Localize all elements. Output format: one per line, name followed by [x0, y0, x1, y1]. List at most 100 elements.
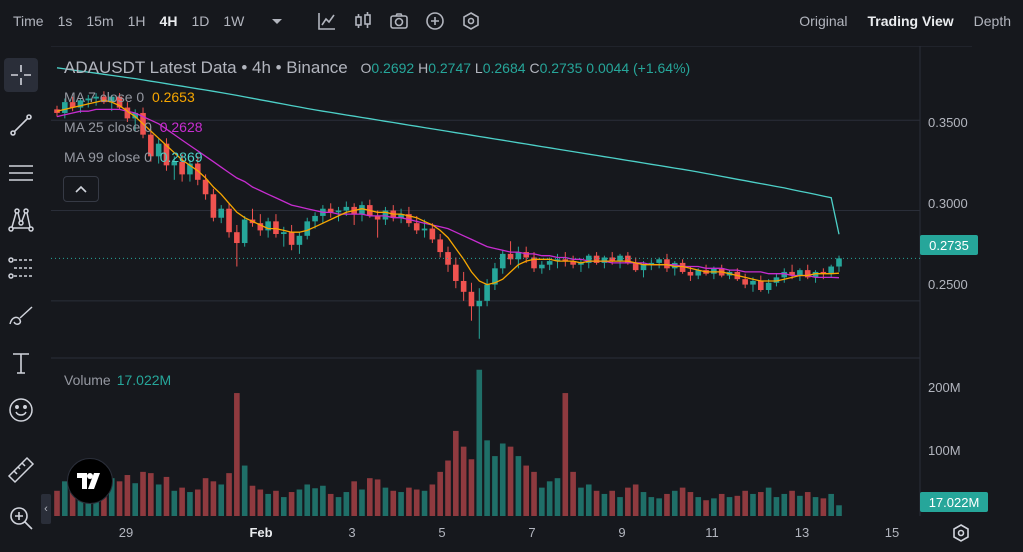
price-tick: 0.2500: [928, 277, 968, 292]
volume-bar: [327, 493, 334, 516]
timeframe-15m[interactable]: 15m: [86, 13, 114, 29]
candle-body: [359, 205, 365, 215]
fib-tool[interactable]: [4, 251, 38, 285]
candle-body: [312, 215, 318, 222]
candle-body: [468, 291, 475, 307]
volume-bar: [711, 498, 717, 516]
candle-body: [187, 163, 193, 175]
indicator-chart-icon[interactable]: [317, 11, 337, 31]
ma99-line: [56, 67, 840, 235]
volume-bar: [69, 492, 76, 516]
candle-body: [617, 255, 623, 262]
time-tick: 11: [705, 525, 719, 540]
timeframe-1h[interactable]: 1H: [127, 13, 146, 29]
volume-bar: [570, 471, 576, 516]
timeframe-1s[interactable]: 1s: [57, 13, 73, 29]
candle-body: [484, 284, 490, 301]
candle-body: [679, 262, 686, 272]
volume-bars: [54, 369, 842, 516]
candle-body: [554, 259, 561, 262]
candle-body: [797, 270, 803, 276]
candle-body: [132, 112, 138, 119]
volume-bar: [140, 471, 146, 516]
volume-bar: [476, 369, 483, 516]
volume-bar: [124, 475, 131, 516]
candle-body: [539, 264, 545, 269]
candle-body: [609, 257, 616, 262]
brush-tool[interactable]: [4, 299, 38, 333]
candle-body: [288, 232, 295, 245]
volume-bar: [210, 481, 217, 516]
volume-bar: [453, 430, 459, 516]
price-tick: 0.3000: [928, 196, 968, 211]
view-original[interactable]: Original: [799, 13, 848, 29]
volume-bar: [750, 493, 756, 516]
text-tool[interactable]: [4, 346, 38, 380]
zoom-tool[interactable]: [4, 501, 38, 535]
chart-settings-button[interactable]: [948, 520, 974, 546]
candle-body: [758, 280, 764, 290]
volume-bar: [187, 492, 193, 516]
candle-body: [562, 259, 569, 262]
volume-bar: [280, 497, 287, 516]
trend-line-icon: [10, 114, 32, 136]
view-depth[interactable]: Depth: [973, 13, 1011, 29]
volume-bar: [593, 490, 600, 516]
volume-bar: [523, 465, 529, 516]
candle-body: [750, 280, 756, 285]
candle-body: [711, 268, 717, 274]
candle-body: [492, 268, 498, 285]
volume-bar: [351, 481, 357, 516]
low-value: 0.2684: [482, 60, 526, 76]
plus-circle-icon[interactable]: [425, 11, 445, 31]
volume-legend[interactable]: Volume 17.022M: [64, 372, 172, 388]
candle-body: [523, 252, 529, 258]
candle-body: [460, 280, 467, 292]
crosshair-tool[interactable]: [4, 58, 38, 92]
candle-body: [218, 208, 225, 218]
tradingview-logo[interactable]: [67, 458, 113, 504]
candle-body: [671, 262, 678, 269]
horizontal-lines-tool[interactable]: [4, 156, 38, 190]
volume-bar: [484, 440, 490, 516]
open-value: 0.2692: [371, 60, 415, 76]
timeframe-4h[interactable]: 4H: [159, 13, 178, 29]
volume-bar: [132, 483, 138, 516]
ruler-tool[interactable]: [4, 453, 38, 487]
volume-bar: [609, 490, 616, 516]
camera-icon[interactable]: [389, 11, 409, 31]
volume-bar: [718, 493, 725, 516]
volume-bar: [101, 484, 107, 516]
volume-bar: [546, 481, 553, 516]
candle-body: [836, 258, 842, 267]
volume-bar: [789, 490, 795, 516]
time-label[interactable]: Time: [13, 13, 44, 29]
ma99-legend[interactable]: MA 99 close 0 0.2869: [64, 149, 203, 165]
ma25-legend[interactable]: MA 25 close 0 0.2628: [64, 119, 203, 135]
volume-bar: [507, 446, 514, 516]
chart-grid: [51, 46, 972, 516]
candle-body: [773, 277, 780, 283]
view-trading-view[interactable]: Trading View: [867, 13, 954, 29]
trend-line-tool[interactable]: [4, 108, 38, 142]
time-tick: 3: [348, 525, 356, 540]
volume-bar: [820, 498, 827, 516]
settings-hex-icon[interactable]: [461, 11, 481, 31]
candle-body: [437, 239, 443, 253]
ma7-legend[interactable]: MA 7 close 0 0.2653: [64, 89, 195, 105]
emoji-tool[interactable]: [4, 393, 38, 427]
volume-bar: [554, 478, 561, 516]
toolbar-collapse-button[interactable]: ‹: [41, 494, 51, 524]
volume-bar: [468, 459, 475, 516]
dropdown-icon[interactable]: [267, 11, 287, 31]
volume-bar: [367, 478, 373, 516]
candle-type-icon[interactable]: [353, 11, 373, 31]
timeframe-1d[interactable]: 1D: [191, 13, 210, 29]
candle-body: [578, 262, 584, 265]
legend-collapse-button[interactable]: [63, 176, 99, 202]
candle-body: [257, 223, 264, 231]
pattern-tool[interactable]: [4, 203, 38, 237]
price-chart[interactable]: [51, 46, 972, 516]
volume-bar: [234, 393, 240, 516]
timeframe-1w[interactable]: 1W: [223, 13, 245, 29]
